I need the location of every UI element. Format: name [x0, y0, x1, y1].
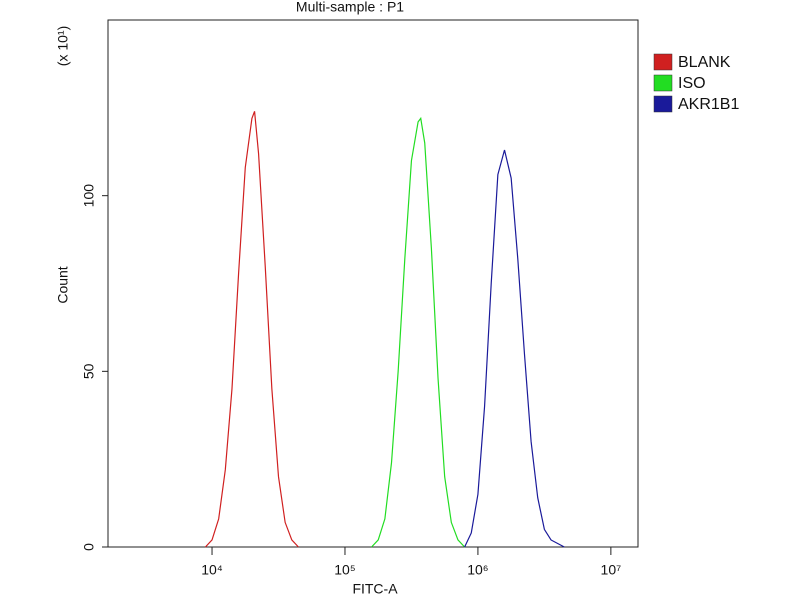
- y-tick-label: 0: [81, 543, 97, 551]
- plot-frame: [107, 19, 639, 548]
- legend-label: AKR1B1: [678, 96, 739, 113]
- legend-swatch: [653, 95, 673, 113]
- histogram-line: [204, 111, 299, 548]
- x-tick-label: 10⁷: [601, 562, 622, 578]
- x-tick-label: 10⁵: [334, 562, 355, 578]
- histogram-line: [464, 149, 565, 548]
- histogram-line: [371, 116, 466, 548]
- y-tick-label: 100: [81, 184, 97, 208]
- x-axis-label: FITC-A: [352, 581, 398, 597]
- x-tick-label: 10⁶: [467, 562, 488, 578]
- y-multiplier: (x 10¹): [55, 26, 71, 66]
- x-tick-label: 10⁴: [201, 562, 223, 578]
- y-tick-label: 50: [81, 363, 97, 379]
- legend-swatch: [653, 53, 673, 71]
- legend-label: BLANK: [678, 54, 731, 71]
- legend-swatch: [653, 74, 673, 92]
- y-axis-label: Count: [55, 266, 71, 303]
- chart-title: Multi-sample : P1: [296, 0, 404, 15]
- legend-label: ISO: [678, 75, 706, 92]
